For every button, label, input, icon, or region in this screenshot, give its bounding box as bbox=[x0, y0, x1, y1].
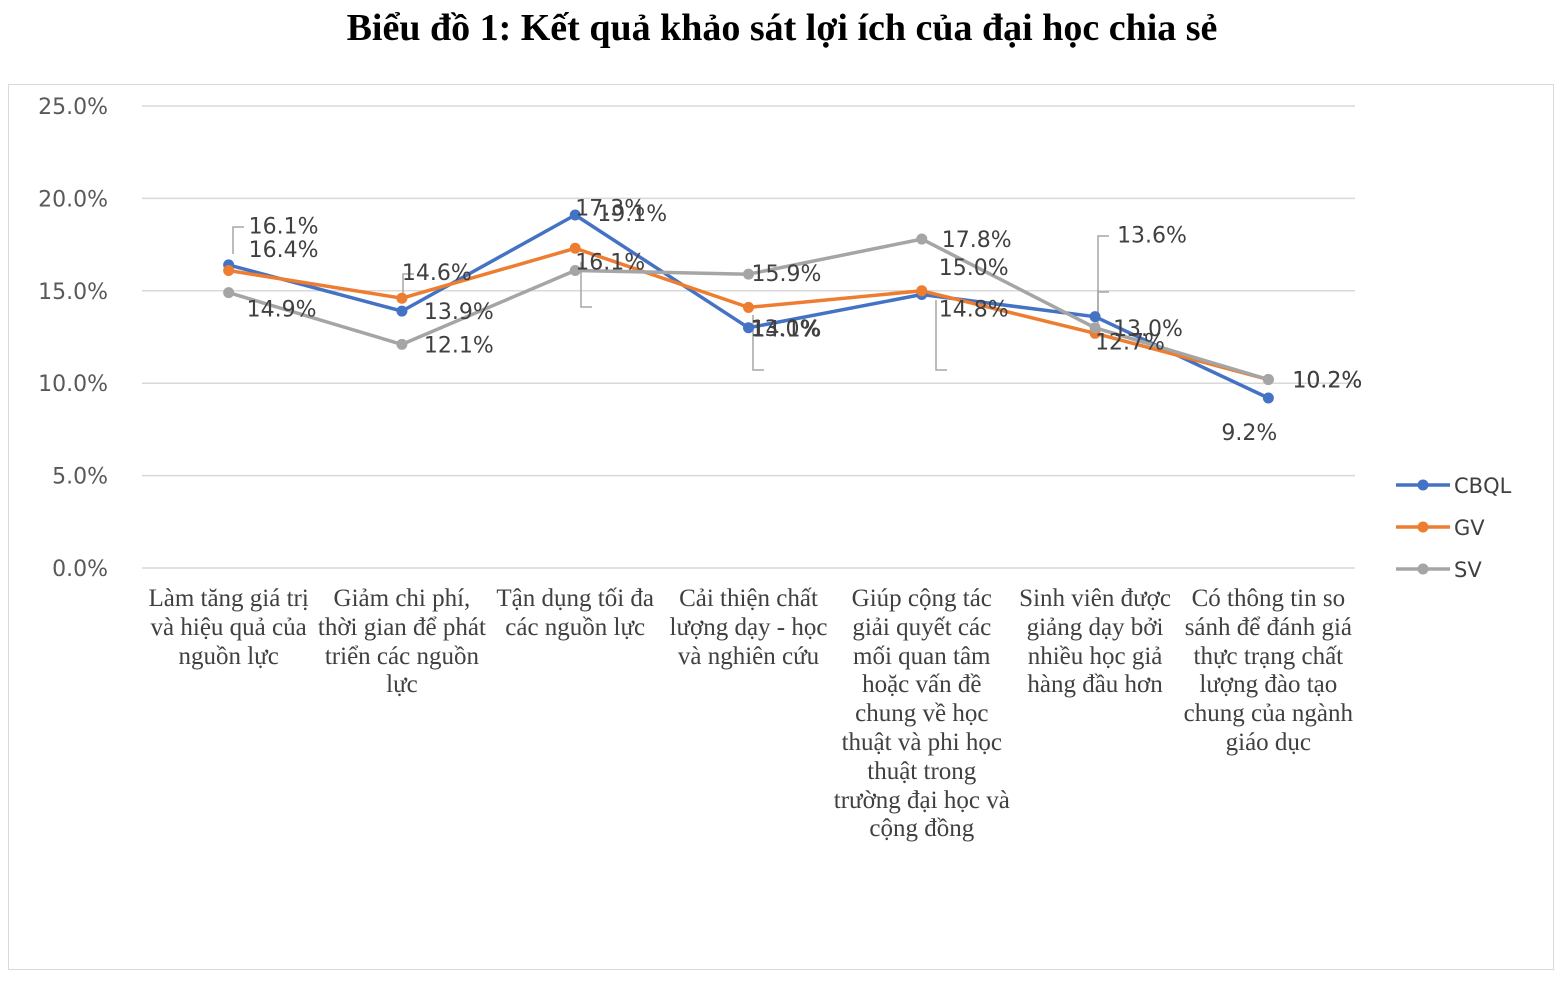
legend-label-cbql: CBQL bbox=[1454, 474, 1512, 498]
x-category-label: Giúp cộng tác giải quyết các mối quan tâ… bbox=[833, 585, 1010, 843]
data-point-cbql bbox=[743, 322, 754, 334]
data-label-gv: 14.1% bbox=[752, 317, 822, 342]
data-label-gv: 12.7% bbox=[1095, 330, 1165, 355]
data-point-cbql bbox=[396, 305, 408, 317]
data-label-sv: 14.9% bbox=[247, 298, 317, 323]
data-label-gv: 17.3% bbox=[575, 196, 645, 221]
data-label-cbql: 13.9% bbox=[424, 300, 494, 325]
chart-title: Biểu đồ 1: Kết quả khảo sát lợi ích của … bbox=[346, 7, 1218, 49]
data-point-sv bbox=[743, 268, 754, 280]
data-label-sv: 13.0% bbox=[1113, 317, 1183, 342]
x-category-label: Giảm chi phí, thời gian để phát triển cá… bbox=[317, 585, 486, 699]
data-point-sv bbox=[1089, 322, 1101, 334]
x-category-label: Làm tăng giá trị và hiệu quả của nguồn l… bbox=[148, 585, 309, 670]
y-tick-label: 15.0% bbox=[38, 280, 108, 305]
legend-marker-sv bbox=[1417, 563, 1429, 575]
data-label-gv: 15.0% bbox=[939, 256, 1009, 281]
data-point-sv bbox=[916, 233, 928, 245]
y-tick-label: 10.0% bbox=[38, 372, 108, 397]
legend-marker-cbql bbox=[1417, 479, 1429, 491]
data-label-cbql: 19.1% bbox=[597, 202, 667, 227]
chart-frame bbox=[8, 84, 1554, 970]
label-leader-line bbox=[752, 315, 764, 371]
data-point-gv bbox=[916, 285, 928, 297]
data-label-sv: 12.1% bbox=[424, 333, 494, 358]
data-point-sv bbox=[569, 264, 581, 276]
x-category-label: Tận dụng tối đa các nguồn lực bbox=[496, 585, 654, 641]
label-leader-line bbox=[1097, 235, 1109, 314]
data-point-gv bbox=[743, 301, 754, 313]
data-label-sv: 15.9% bbox=[752, 262, 822, 287]
x-category-label: Cải thiện chất lượng dạy - học và nghiên… bbox=[669, 585, 828, 670]
data-point-sv bbox=[396, 338, 408, 350]
data-label-cbql: 13.6% bbox=[1117, 224, 1187, 249]
data-point-cbql bbox=[1262, 392, 1274, 404]
data-point-gv bbox=[396, 292, 408, 304]
data-point-cbql bbox=[569, 209, 581, 221]
label-leader-line bbox=[935, 300, 947, 371]
legend-marker-gv bbox=[1417, 521, 1429, 533]
data-point-sv bbox=[1262, 374, 1274, 386]
data-label-gv: 16.1% bbox=[249, 214, 319, 239]
label-leader-line bbox=[402, 273, 414, 294]
y-tick-label: 5.0% bbox=[52, 465, 108, 490]
x-category-label: Có thông tin so sánh để đánh giá thực tr… bbox=[1183, 585, 1354, 756]
data-label-sv: 17.8% bbox=[942, 228, 1012, 253]
data-label-sv: 16.1% bbox=[575, 250, 645, 275]
x-category-label: Sinh viên được giảng dạy bởi nhiều học g… bbox=[1019, 585, 1171, 699]
series-line-gv bbox=[228, 246, 1269, 382]
data-label-cbql: 9.2% bbox=[1221, 421, 1277, 446]
y-tick-label: 20.0% bbox=[38, 187, 108, 212]
y-tick-label: 0.0% bbox=[52, 557, 108, 582]
data-label-cbql: 14.8% bbox=[939, 297, 1009, 322]
legend-label-sv: SV bbox=[1454, 558, 1482, 582]
data-point-cbql bbox=[1089, 311, 1101, 323]
data-point-gv bbox=[569, 242, 581, 254]
data-label-cbql: 13.0% bbox=[751, 317, 821, 342]
data-point-gv bbox=[223, 264, 235, 276]
y-tick-label: 25.0% bbox=[38, 95, 108, 120]
label-leader-line bbox=[580, 262, 592, 308]
data-label-gv: 14.6% bbox=[402, 261, 472, 286]
data-label-sv: 10.2% bbox=[1292, 369, 1362, 394]
data-label-cbql: 16.4% bbox=[249, 238, 319, 263]
legend-label-gv: GV bbox=[1454, 516, 1485, 540]
data-point-sv bbox=[223, 287, 235, 299]
data-label-gv: 10.2% bbox=[1292, 369, 1362, 394]
label-leader-line bbox=[232, 226, 244, 254]
